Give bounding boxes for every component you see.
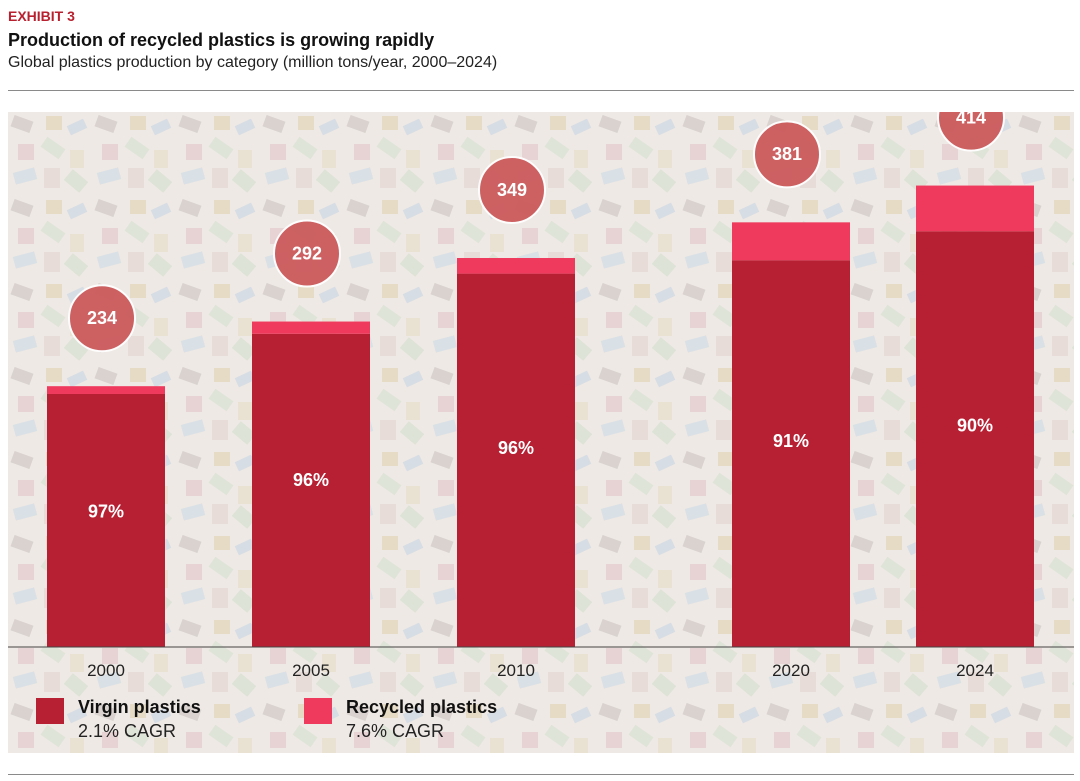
total-label-2000: 234 [87,308,117,328]
bar-recycled-2005 [252,321,370,334]
share-label-2020: 91% [773,431,809,451]
exhibit-label: EXHIBIT 3 [8,8,75,24]
x-tick-label-2010: 2010 [497,661,535,680]
total-label-2020: 381 [772,144,802,164]
legend-label-virgin: Virgin plastics [78,697,201,717]
bar-recycled-2024 [916,185,1034,232]
share-label-2024: 90% [957,415,993,435]
bar-virgin-2024 [916,231,1034,647]
legend-swatch-virgin [36,698,64,724]
total-bubble-2000 [68,284,136,353]
x-tick-label-2020: 2020 [772,661,810,680]
bottom-divider [8,774,1074,775]
chart-subtitle: Global plastics production by category (… [8,54,498,71]
legend-note-recycled: 7.6% CAGR [346,721,444,741]
chart-title: Production of recycled plastics is growi… [8,30,435,50]
total-bubble-2005 [273,219,341,288]
total-label-2024: 414 [956,112,986,127]
bar-recycled-2000 [47,386,165,394]
total-label-2005: 292 [292,243,322,263]
bar-virgin-2020 [732,260,850,647]
plot-area: 97% 234 96% 292 96% 349 91% 381 90% 414 2000 2005 2… [8,112,1074,753]
legend-label-recycled: Recycled plastics [346,697,497,717]
total-bubble-2024 [937,112,1005,152]
legend-note-virgin: 2.1% CAGR [78,721,176,741]
x-tick-label-2024: 2024 [956,661,994,680]
legend-swatch-recycled [304,698,332,724]
x-tick-label-2000: 2000 [87,661,125,680]
bar-virgin-2005 [252,333,370,647]
bar-recycled-2020 [732,222,850,261]
total-bubble-2010 [478,156,546,225]
share-label-2005: 96% [293,470,329,490]
share-label-2000: 97% [88,502,124,522]
bar-recycled-2010 [457,258,575,274]
x-tick-label-2005: 2005 [292,661,330,680]
share-label-2010: 96% [498,438,534,458]
top-divider [8,90,1074,91]
legend: Virgin plastics 2.1% CAGR Recycled plast… [36,697,497,741]
bar-virgin-2000 [47,393,165,647]
total-label-2010: 349 [497,180,527,200]
total-bubble-2020 [753,120,821,189]
bar-virgin-2010 [457,273,575,647]
